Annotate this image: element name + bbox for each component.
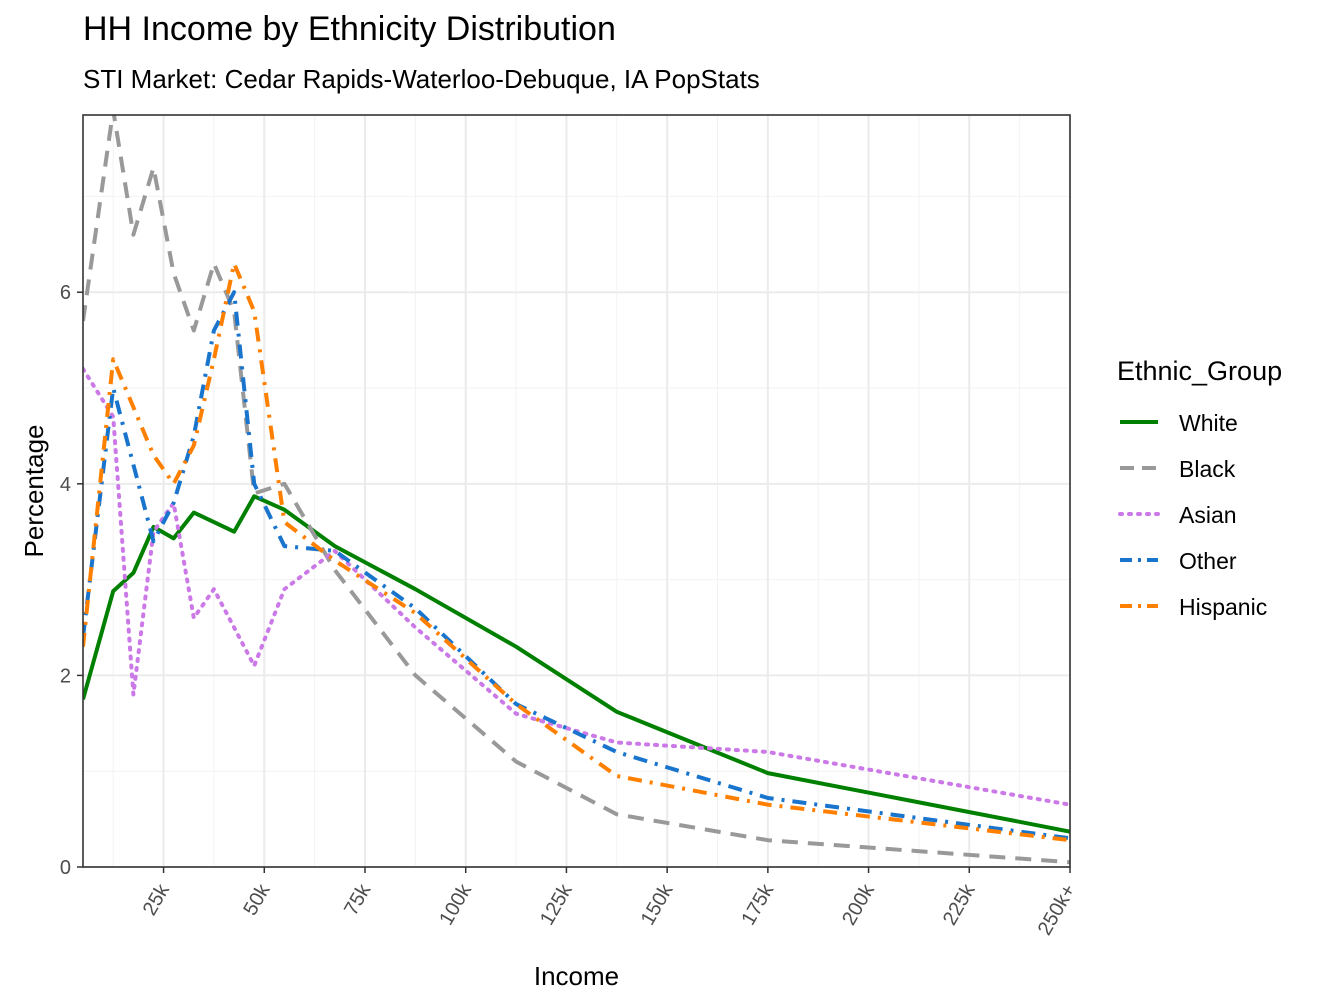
legend-label-asian: Asian [1179,502,1237,528]
legend: Ethnic_Group White Black Asian Other Hispani… [1117,356,1282,620]
x-tick-label: 125k [536,880,577,929]
x-axis-ticks: 25k 50k 75k 100k 125k 150k 175k 200k 225k 250k+ [139,867,1081,940]
major-grid [83,115,1071,868]
panel-border [82,114,1071,868]
x-tick-label: 50k [239,880,275,920]
y-tick-label: 0 [60,857,71,879]
y-axis-ticks: 0 2 4 6 [60,282,83,879]
x-tick-label: 25k [139,880,175,920]
y-tick-label: 2 [60,665,71,687]
legend-label-hispanic: Hispanic [1179,594,1267,620]
x-tick-label: 175k [737,880,778,929]
series-line-other [83,290,1070,841]
x-tick-label: 200k [838,880,879,929]
y-tick-label: 4 [60,474,71,496]
legend-label-other: Other [1179,548,1237,574]
x-tick-label: 75k [340,880,376,920]
series-line-black [83,115,1070,865]
legend-label-white: White [1179,410,1238,436]
x-tick-label: 225k [939,880,980,929]
x-tick-label: 250k+ [1034,881,1081,940]
chart-subtitle: STI Market: Cedar Rapids-Waterloo-Debuqu… [83,64,760,94]
series-line-hispanic [83,261,1070,843]
y-axis-label: Percentage [19,425,49,558]
x-tick-label: 150k [637,880,678,929]
chart-title: HH Income by Ethnicity Distribution [83,10,616,48]
legend-title: Ethnic_Group [1117,356,1282,386]
series-lines [83,115,1070,865]
x-tick-label: 100k [435,880,476,929]
series-line-white [83,494,1070,834]
series-line-asian [83,366,1070,807]
legend-label-black: Black [1179,456,1236,482]
x-axis-label: Income [534,961,619,991]
minor-grid [83,115,1070,867]
y-tick-label: 6 [60,282,71,304]
